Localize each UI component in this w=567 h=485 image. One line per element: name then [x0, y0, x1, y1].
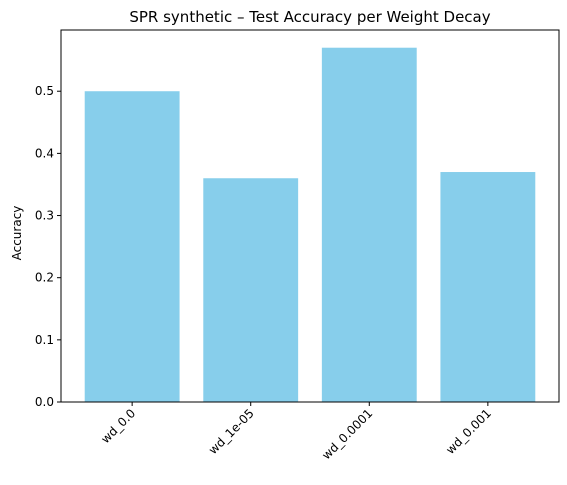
x-ticks-group: wd_0.0 wd_1e-05 wd_0.0001 wd_0.001 — [98, 402, 494, 462]
x-tick-label: wd_0.0001 — [319, 406, 375, 462]
bar-wd_0.0 — [85, 91, 180, 402]
x-tick-label: wd_0.0 — [98, 406, 138, 446]
y-tick-label: 0.1 — [35, 333, 54, 347]
y-tick-label: 0.3 — [35, 209, 54, 223]
bars-group — [85, 48, 536, 402]
y-tick-label: 0.5 — [35, 84, 54, 98]
bar-wd_0.001 — [440, 172, 535, 402]
x-tick-label: wd_0.001 — [443, 406, 494, 457]
y-ticks-group: 0.0 0.1 0.2 0.3 0.4 0.5 — [35, 84, 61, 409]
y-tick-label: 0.4 — [35, 146, 54, 160]
y-axis-label: Accuracy — [10, 206, 24, 261]
bar-wd_0.0001 — [322, 48, 417, 402]
bar-wd_1e-05 — [203, 178, 298, 402]
chart-title: SPR synthetic – Test Accuracy per Weight… — [129, 8, 490, 26]
y-tick-label: 0.2 — [35, 271, 54, 285]
y-tick-label: 0.0 — [35, 395, 54, 409]
x-tick-label: wd_1e-05 — [206, 406, 257, 457]
